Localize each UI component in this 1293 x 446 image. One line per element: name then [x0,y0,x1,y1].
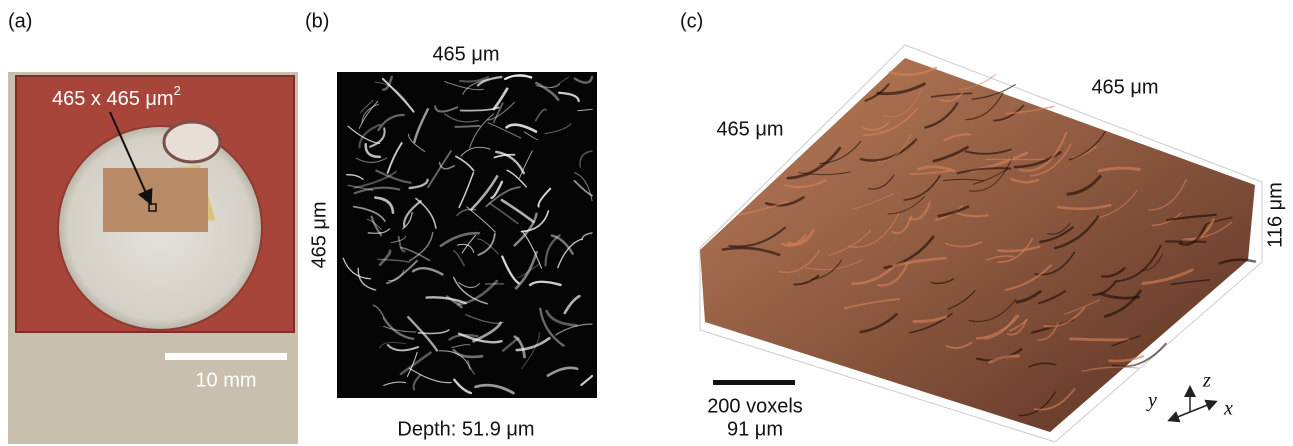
roi-annotation: 465 x 465 μm2 [52,83,181,110]
figure: (a) 465 x 465 μm2 10 mm (b) 465 μm 465 μ… [0,0,1293,446]
scale-bar [713,380,795,385]
axis-arrow [1190,402,1215,412]
fiber [455,126,479,127]
axis-label: x [1223,398,1233,420]
panel-label: (a) [8,10,32,32]
depth-dimension: 116 μm [1264,182,1286,248]
left-dimension: 465 μm [716,118,783,140]
scale-bar-label: 10 mm [195,369,256,391]
top-dimension: 465 μm [1091,76,1158,98]
panel-a: (a) 465 x 465 μm2 10 mm [8,10,298,444]
strand [1071,339,1129,340]
panel-label: (c) [680,10,703,32]
panel-c: (c) 465 μm 465 μm 116 μm 200 voxels 91 μ… [680,10,1286,442]
axis-label: y [1146,390,1157,412]
panel-label: (b) [305,10,329,32]
left-dimension: 465 μm [308,201,330,268]
annotation-text: 465 x 465 μm [52,88,174,110]
bubble [164,122,220,162]
scale-bar-label: 200 voxels [707,395,803,417]
tissue-sample [103,168,208,232]
annotation-superscript: 2 [174,83,181,98]
top-dimension: 465 μm [432,43,499,65]
panel-b: (b) 465 μm 465 μm Depth: 51.9 μm [305,10,597,440]
axis-arrow [1170,412,1190,420]
scale-bar-label: 91 μm [727,418,783,440]
axis-label: z [1202,370,1211,392]
depth-caption: Depth: 51.9 μm [397,418,534,440]
scale-bar [165,353,287,360]
